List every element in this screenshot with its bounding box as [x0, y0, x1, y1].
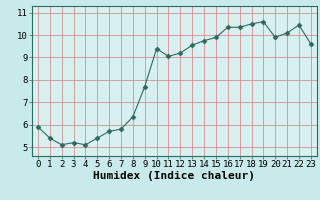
X-axis label: Humidex (Indice chaleur): Humidex (Indice chaleur) — [93, 171, 255, 181]
